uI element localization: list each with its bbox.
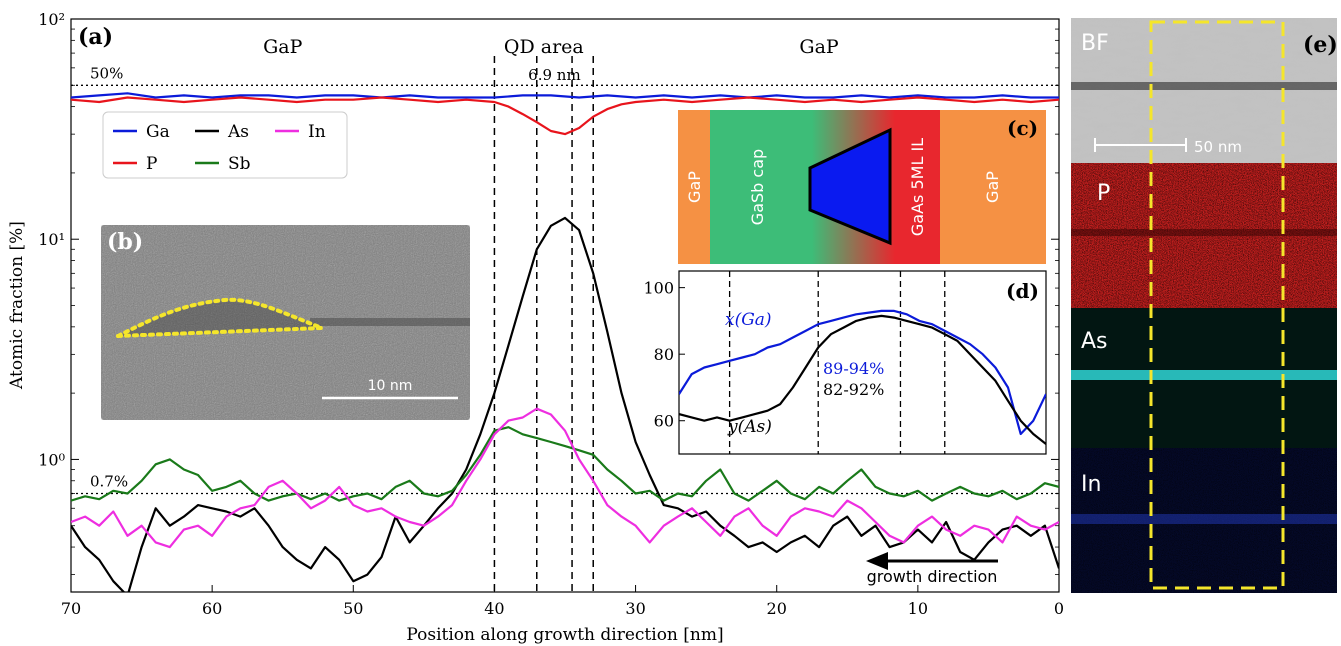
selection-dashed-box (1149, 20, 1285, 590)
series-line-p (71, 96, 1059, 136)
inset-d-label-xga: x(Ga) (725, 310, 772, 330)
schematic-label-gaas-il: GaAs 5ML IL (908, 138, 927, 236)
tem-wetting-layer (310, 318, 470, 326)
qd-outline-dotted (116, 297, 324, 338)
inset-d-tick-label: 80 (654, 345, 674, 364)
legend-label-sb: Sb (228, 154, 251, 174)
x-tick-label: 70 (61, 599, 81, 618)
eds-label-as: As (1081, 329, 1108, 354)
schematic-gap-right (940, 110, 1046, 264)
qd-base-dotted (116, 326, 324, 338)
schematic-label-gap-right: GaP (983, 171, 1002, 203)
in-map-texture (1071, 448, 1337, 593)
x-axis-label: Position along growth direction [nm] (406, 625, 723, 645)
x-tick-label: 30 (625, 599, 645, 618)
series-lines (71, 92, 1059, 592)
region-label: GaP (799, 36, 839, 58)
eds-map-in: In (1071, 448, 1337, 593)
legend-label-in: In (308, 122, 326, 142)
eds-map-p: P (1071, 163, 1337, 308)
legend-label-ga: Ga (146, 122, 170, 142)
schematic-quantum-dot (808, 127, 892, 246)
inset-d-tick-label: 100 (643, 279, 674, 298)
region-label: GaP (263, 36, 303, 58)
schematic-label-gap-left: GaP (685, 171, 704, 203)
legend: Ga P As Sb In (102, 111, 348, 179)
eds-map-bf: BF 50 nm (e) (1071, 18, 1337, 163)
panel-label-e: (e) (1303, 32, 1337, 58)
growth-direction-arrow: growth direction (866, 552, 998, 586)
arrow-label: growth direction (867, 567, 998, 586)
bf-map-texture (1071, 18, 1337, 163)
x-axis-ticks: 70 60 50 40 30 20 10 0 (61, 585, 1064, 618)
series-line-in (71, 407, 1059, 549)
y-axis-ticks: 10⁰ 10¹ 10² (38, 10, 1059, 575)
eds-maps-panel-e: BF 50 nm (e) P As In (1071, 18, 1337, 593)
legend-label-p: P (146, 154, 157, 174)
inset-d-label-yas: y(As) (727, 417, 772, 437)
y-tick-label: 10¹ (38, 230, 65, 249)
x-tick-label: 10 (908, 599, 928, 618)
series-line-sb (71, 426, 1059, 502)
tem-image-texture (101, 225, 470, 420)
eds-map-as: As (1071, 308, 1337, 448)
composition-inset-d: 60 80 100 x(Ga) y(As) 89-94% 82-92% (d) (643, 270, 1047, 455)
inset-d-series-ga (679, 309, 1046, 436)
legend-box (102, 111, 348, 179)
y-axis-label: Atomic fraction [%] (7, 221, 27, 390)
in-layer (1071, 514, 1337, 524)
schematic-gaas-il (895, 110, 940, 264)
x-tick-label: 50 (343, 599, 363, 618)
panel-label-b: (b) (107, 229, 143, 255)
inset-d-vlines (728, 271, 946, 454)
p-depletion-layer (1071, 229, 1337, 236)
series-line-ga (71, 92, 1059, 99)
tem-inset-b: 10 nm (b) (101, 225, 470, 420)
eds-label-p: P (1097, 181, 1110, 206)
series-line-as (71, 216, 1059, 592)
qd-boundary-lines (493, 56, 594, 592)
tem-scale-label: 10 nm (368, 378, 413, 394)
bf-scale-label: 50 nm (1194, 138, 1242, 156)
panel-label-d: (d) (1006, 279, 1039, 303)
x-tick-label: 40 (484, 599, 504, 618)
inset-d-annotation-ga: 89-94% (823, 359, 884, 378)
panel-label-a: (a) (78, 24, 113, 50)
x-tick-label: 20 (767, 599, 787, 618)
schematic-label-gasb-cap: GaSb cap (748, 149, 767, 225)
region-labels: GaP QD area GaP (263, 36, 839, 58)
bf-dark-layer (1071, 82, 1337, 90)
schematic-gap-left (678, 110, 710, 264)
schematic-inset-c: GaP GaSb cap GaAs 5ML IL GaP (c) (678, 110, 1046, 264)
x-tick-label: 0 (1054, 599, 1064, 618)
inset-d-y-ticks: 60 80 100 (643, 279, 685, 431)
inset-d-frame (678, 270, 1047, 455)
x-tick-label: 60 (202, 599, 222, 618)
qd-width-label: 6.9 nm (528, 66, 581, 84)
inset-d-series (679, 309, 1046, 445)
inset-d-tick-label: 60 (654, 412, 674, 431)
inset-d-annotation-as: 82-92% (823, 380, 884, 399)
inset-d-series-as (679, 314, 1046, 445)
y-tick-label: 10⁰ (38, 450, 65, 469)
eds-label-in: In (1081, 472, 1101, 497)
ref-label-0p7: 0.7% (90, 473, 128, 491)
ref-label-50: 50% (90, 64, 123, 82)
eds-label-bf: BF (1081, 31, 1109, 56)
legend-label-as: As (227, 122, 249, 142)
y-tick-label: 10² (38, 10, 65, 29)
panel-label-c: (c) (1007, 116, 1038, 140)
as-bright-layer (1071, 370, 1337, 380)
region-label: QD area (504, 36, 584, 58)
arrow-head-icon (866, 552, 888, 570)
